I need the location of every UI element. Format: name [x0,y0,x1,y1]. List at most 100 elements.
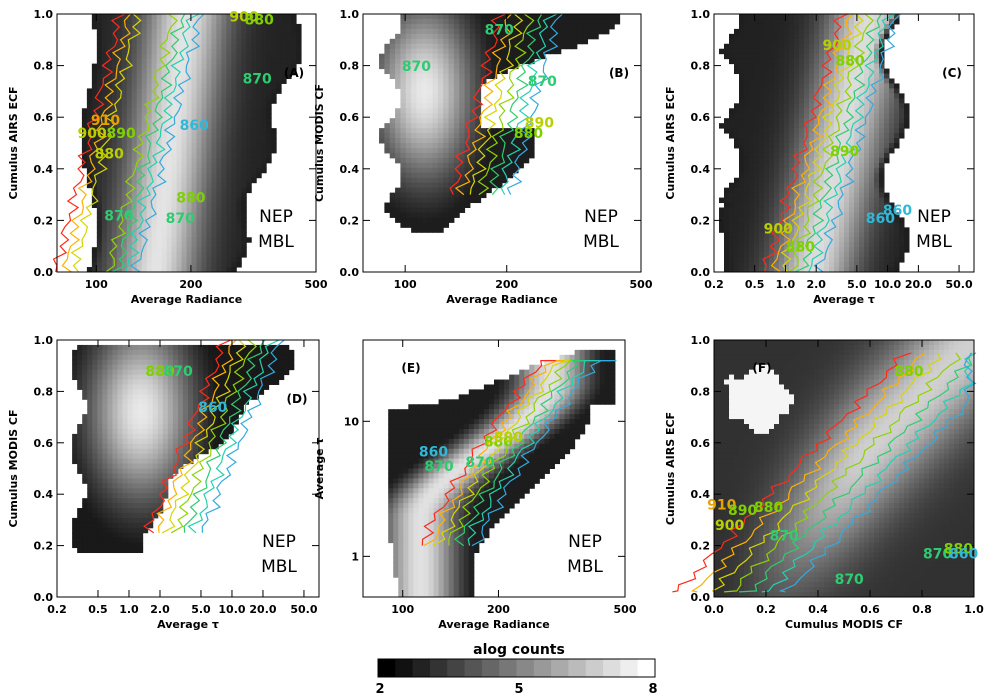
contour-line [761,352,977,593]
colorbar-step [533,659,552,677]
colorbar-step [378,659,396,677]
y-tick-label: 0.0 [34,266,54,279]
x-tick-label: 50.0 [290,603,317,616]
contour-label: 900 [229,10,258,26]
contour-line [111,13,186,273]
y-tick-label: 0.2 [691,214,711,227]
y-tick-label: 0.4 [691,488,711,501]
contour-line [477,13,535,196]
chart-panel-b: 100 200 500 0.0 0.2 0.4 0.6 0.8 1.0 Average Radia… [313,8,653,306]
contour-lines [672,352,977,593]
y-tick-label: 0.0 [340,266,360,279]
contour-label: 860 [180,118,209,134]
y-tick-label: 0.2 [34,214,54,227]
contour-label: 900 [77,126,106,142]
colorbar-step [447,659,466,677]
contour-lines [143,339,285,534]
x-tick-label: 0.8 [912,603,932,616]
x-tick-label: 0.5 [88,603,108,616]
annotation-nep: NEP [262,532,296,552]
density-image [388,349,616,598]
contour-label: 860 [866,211,895,227]
plot-frame [362,339,626,598]
contour-line [105,13,178,273]
density-image [379,14,621,233]
contour-line [770,13,854,273]
x-tick-label: 100 [391,603,414,616]
contour-label: 890 [830,144,859,160]
contour-label: 900 [822,38,851,54]
y-tick-label: 1 [351,550,359,563]
contour-line [454,13,512,196]
contour-lines [762,13,901,273]
contour-label: 880 [894,364,923,380]
y-tick-label: 0.6 [34,437,54,450]
contour-line [52,13,126,273]
y-tick-label: 0.8 [691,60,711,73]
colorbar-step [620,659,639,677]
x-tick-label: 2.0 [806,278,826,291]
annotation-mbl: MBL [567,557,603,577]
panel-label: (C) [942,66,962,80]
x-tick-label: 0.6 [860,603,880,616]
x-tick-label: 0.4 [808,603,828,616]
colorbar-tick-min: 2 [375,682,384,696]
y-tick-label: 0.6 [340,111,360,124]
colorbar-title: alog counts [473,642,565,658]
colorbar-frame [377,658,656,678]
chart-panel-d: 0.2 0.5 1.0 2.0 5.0 10.0 20.0 50.00.00.20.40.60… [7,334,320,631]
y-tick-label: 10 [344,415,360,428]
y-tick-label: 0.8 [34,60,54,73]
x-tick-label: 200 [495,278,518,291]
colorbar-step [516,659,535,677]
contour-line [453,360,597,547]
x-tick-label: 0.2 [704,278,724,291]
x-tick-label: 1.0 [776,278,796,291]
chart-panel-e: 100 200 500 1 10 Average Radiance Average τ (E)… [313,339,637,631]
y-tick-label: 1.0 [340,8,360,21]
contour-lines [52,13,205,273]
plot-frame [713,339,975,598]
y-tick-label: 0.2 [340,214,360,227]
x-tick-label: 500 [630,278,653,291]
chart-panel-f: 0.0 0.2 0.4 0.6 0.8 1.0 0.0 0.2 0.4 0.6 0.8 1.0 Cumu… [664,334,984,631]
contour-line [724,352,962,593]
contour-label: 880 [95,146,124,162]
contour-label: 880 [754,500,783,516]
contour-line [469,13,524,195]
colorbar-tick-max: 8 [648,682,657,696]
y-tick-label: 1.0 [691,8,711,21]
contour-line [449,13,507,195]
contour-line [813,13,901,273]
contour-line [711,352,942,593]
y-axis-label: Cumulus AIRS ECF [664,412,677,525]
contour-label: 870 [923,546,952,562]
contour-line [690,352,926,593]
x-tick-label: 5.0 [191,603,211,616]
contour-line [183,339,266,533]
y-tick-label: 0.8 [34,385,54,398]
x-tick-label: 500 [305,278,328,291]
y-axis-label: Cumulus AIRS ECF [664,86,677,199]
x-tick-label: 10.0 [218,603,245,616]
contour-label: 870 [770,528,799,544]
y-tick-label: 0.4 [340,163,360,176]
contour-line [500,13,558,195]
contour-line [423,360,569,547]
panel-label: (F) [752,361,771,375]
contour-line [70,13,142,273]
colorbar-step [499,659,518,677]
density-image [72,344,295,554]
contour-label: 860 [198,400,227,416]
contour-line [672,352,912,593]
x-axis-label: Average Radiance [438,618,550,631]
contour-line [506,13,563,195]
contour-label: 870 [465,455,494,471]
contour-line [489,13,543,195]
contour-label: 890 [525,116,554,132]
annotation-mbl: MBL [916,232,952,252]
x-axis-label: Average τ [157,618,219,631]
contour-line [161,339,247,534]
y-tick-label: 0.4 [691,163,711,176]
colorbar-step [412,659,431,677]
